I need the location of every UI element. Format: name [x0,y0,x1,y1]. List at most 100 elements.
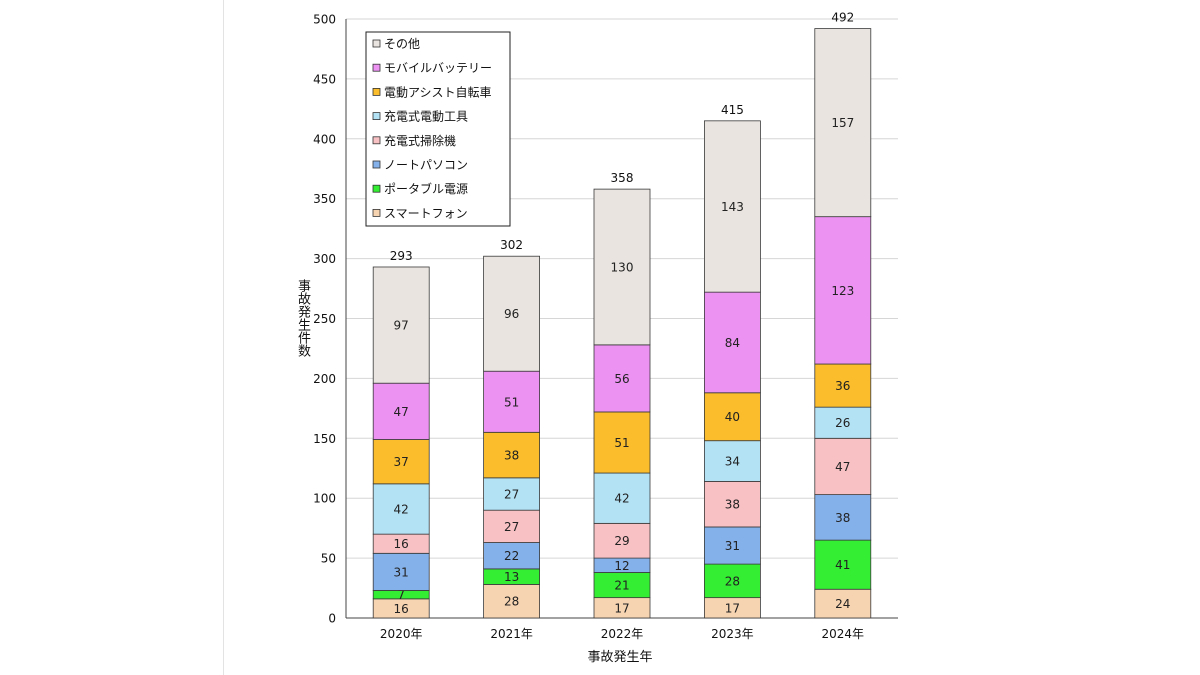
bar-value-label: 56 [614,372,629,386]
bar-segment [483,584,541,619]
x-tick-label: 2021年 [490,627,533,641]
x-axis-title: 事故発生年 [587,650,653,665]
legend-swatch [372,112,381,120]
legend-entry: ポータブル電源 [384,181,468,196]
bar-segment [593,344,651,413]
bar-value-label: 24 [835,597,850,611]
y-tick-label: 0 [328,612,336,626]
bar-segment [704,563,761,599]
bar-value-label: 41 [835,558,850,572]
bar-segment [814,28,872,218]
bar-value-label: 143 [721,200,744,214]
bar-value-label: 17 [614,601,629,615]
legend-entry: 充電式掃除機 [384,133,456,148]
bar-value-label: 34 [725,455,740,469]
bar-total-label: 358 [611,171,634,185]
bar-segment [704,392,761,442]
bar-segment [372,552,430,591]
y-tick-label: 450 [313,72,336,86]
legend-entry: スマートフォン [384,206,468,220]
bar-value-label: 130 [611,260,634,274]
bar-segment [704,481,761,528]
bar-value-label: 37 [394,455,409,469]
bar-value-label: 36 [835,379,850,393]
bar-segment [483,431,541,479]
bar-value-label: 13 [504,570,519,584]
bar-segment [483,509,541,543]
bar-segment [704,291,761,394]
bar-segment [593,522,651,559]
legend-swatch [372,39,381,48]
legend-swatch [372,63,381,72]
bar-value-label: 7 [397,588,405,602]
bar-value-label: 17 [725,601,740,615]
bar-value-label: 29 [614,534,629,548]
bar-value-label: 157 [831,116,854,130]
y-tick-label: 350 [313,192,336,206]
bar-value-label: 21 [614,579,629,593]
bar-segment [704,526,761,565]
bar-value-label: 40 [725,410,740,424]
x-tick-label: 2024年 [822,627,865,641]
legend-entry: 電動アシスト自転車 [384,85,492,99]
legend-swatch [372,208,381,217]
legend-swatch [372,136,381,145]
legend-entry: その他 [384,37,420,51]
bar-value-label: 38 [725,498,740,512]
legend-box [365,31,511,227]
x-tick-label: 2022年 [601,627,644,641]
legend-entry: ノートパソコン [384,158,468,172]
bar-segment [814,216,872,365]
bar-total-label: 293 [390,249,413,263]
y-axis-title: 事故発生件数 [295,279,310,357]
legend-swatch [372,184,381,193]
bar-value-label: 26 [835,416,850,430]
legend-swatch [372,160,381,169]
bar-value-label: 47 [835,460,850,474]
bar-value-label: 51 [614,436,629,450]
bar-segment [704,440,761,482]
x-tick-label: 2020年 [380,627,423,641]
legend-entry: 充電式電動工具 [384,109,468,124]
bar-segment [704,120,761,293]
legend-swatch [372,88,381,96]
x-tick-label: 2023年 [711,627,754,641]
bar-segment [814,494,872,541]
bar-segment [593,411,651,474]
bar-value-label: 42 [394,502,409,516]
bar-value-label: 28 [725,574,740,588]
bar-value-label: 16 [394,602,409,616]
bar-segment [814,539,872,590]
bar-segment [593,472,651,524]
y-tick-label: 500 [313,13,336,27]
bar-value-label: 31 [394,565,409,579]
bar-value-label: 123 [831,284,854,298]
y-tick-label: 150 [313,432,336,446]
bar-value-label: 38 [835,511,850,525]
y-tick-label: 300 [313,252,336,266]
bar-total-label: 415 [721,103,744,117]
y-tick-label: 200 [313,372,336,386]
y-tick-label: 250 [313,312,336,326]
bar-value-label: 16 [394,537,409,551]
bar-value-label: 97 [394,319,409,333]
page-divider [223,0,224,675]
bar-segment [814,588,872,619]
bar-value-label: 51 [504,395,519,409]
bar-value-label: 38 [504,449,519,463]
bar-total-label: 302 [500,238,523,252]
bar-segment [814,437,872,496]
y-tick-label: 50 [321,552,336,566]
bar-segment [814,406,872,439]
bar-value-label: 28 [504,595,519,609]
bar-value-label: 31 [725,539,740,553]
bar-segment [593,572,651,599]
bar-value-label: 84 [725,336,740,350]
bar-value-label: 22 [504,549,519,563]
legend-entry: モバイルバッテリー [384,61,492,75]
bar-value-label: 27 [504,520,519,534]
bar-segment [372,439,430,485]
y-tick-label: 100 [313,492,336,506]
bar-segment [483,255,541,372]
